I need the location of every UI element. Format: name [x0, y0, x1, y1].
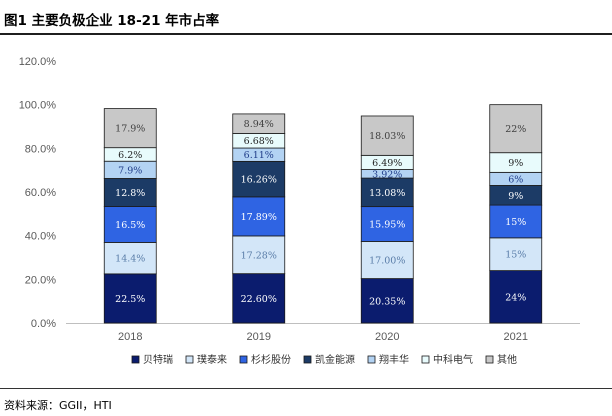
bottom-rule	[0, 388, 612, 389]
x-tick-label: 2018	[118, 331, 142, 343]
y-tick-label: 40.0%	[25, 231, 56, 243]
stacked-bar-chart: 0.0% 20.0% 40.0% 60.0% 80.0% 100.0% 120.0% 22.5…	[19, 56, 580, 366]
bar-segment	[489, 204, 543, 239]
bar-segment	[232, 196, 286, 237]
legend-label: 贝特瑞	[143, 354, 173, 366]
data-label: 6.2%	[118, 150, 142, 161]
y-tick-label: 60.0%	[25, 187, 56, 199]
data-label: 7.9%	[118, 165, 142, 176]
data-label: 6%	[508, 174, 523, 185]
y-tick-label: 0.0%	[31, 318, 56, 330]
legend-swatch	[367, 355, 376, 364]
top-rule	[0, 33, 612, 35]
legend-label: 杉杉股份	[251, 353, 291, 366]
data-label: 22.60%	[241, 294, 277, 305]
bar-segment	[232, 113, 286, 134]
x-tick-label: 2019	[247, 331, 271, 343]
legend-swatch	[131, 355, 140, 364]
figure-title: 图1 主要负极企业 18-21 年市占率	[4, 13, 220, 29]
bar-segment	[489, 270, 543, 324]
data-label: 17.89%	[241, 212, 277, 223]
data-label: 6.11%	[244, 150, 274, 161]
bar-segment	[103, 242, 157, 275]
data-label: 9%	[508, 191, 523, 202]
title-bar: 图1 主要负极企业 18-21 年市占率	[0, 0, 612, 34]
x-tick-label: 2020	[375, 331, 399, 343]
x-tick-label: 2021	[504, 331, 528, 343]
data-label: 16.26%	[241, 175, 277, 186]
data-label: 6.68%	[244, 136, 274, 147]
data-label: 22%	[505, 124, 526, 135]
data-label: 15.95%	[369, 220, 405, 231]
bar-segment	[489, 104, 543, 154]
bar-segment	[360, 115, 414, 156]
legend-swatch	[421, 355, 430, 364]
data-label: 12.8%	[115, 188, 145, 199]
data-label: 8.94%	[244, 119, 274, 130]
bar-segment	[360, 206, 414, 242]
y-tick-label: 80.0%	[25, 143, 56, 155]
data-label: 14.4%	[115, 254, 145, 265]
data-label: 3.92%	[372, 169, 402, 180]
legend-label: 翔丰华	[379, 353, 409, 366]
legend-label: 璞泰来	[197, 353, 227, 366]
y-tick-label: 100.0%	[19, 100, 57, 112]
bar-segment	[489, 237, 543, 272]
legend-swatch	[303, 355, 312, 364]
legend-swatch	[239, 355, 248, 364]
bar-segment	[360, 177, 414, 208]
data-label: 18.03%	[369, 131, 405, 142]
legend-swatch	[485, 355, 494, 364]
data-label: 9%	[508, 158, 523, 169]
legend-label: 中科电气	[433, 353, 473, 366]
bar-segment	[360, 278, 414, 324]
bar-segment	[103, 108, 157, 149]
y-tick-label: 20.0%	[25, 274, 56, 286]
legend-label: 其他	[497, 353, 517, 366]
data-label: 20.35%	[369, 296, 405, 307]
data-label: 15%	[505, 217, 526, 228]
data-label: 17.00%	[369, 256, 405, 267]
data-label: 6.49%	[372, 158, 402, 169]
data-label: 16.5%	[115, 220, 145, 231]
data-label: 17.28%	[241, 250, 277, 261]
bar-segment	[232, 273, 286, 324]
bar-segment	[232, 235, 286, 275]
legend-label: 凯金能源	[315, 353, 355, 366]
data-label: 17.9%	[115, 124, 145, 135]
legend-swatch	[185, 355, 194, 364]
data-label: 22.5%	[115, 294, 145, 305]
source-note: 资料来源：GGII，HTI	[4, 399, 112, 412]
y-tick-label: 120.0%	[19, 56, 57, 68]
data-label: 15%	[505, 250, 526, 261]
bar-segment	[360, 241, 414, 279]
data-label: 24%	[505, 292, 526, 303]
bar-segment	[103, 178, 157, 207]
data-label: 13.08%	[369, 188, 405, 199]
